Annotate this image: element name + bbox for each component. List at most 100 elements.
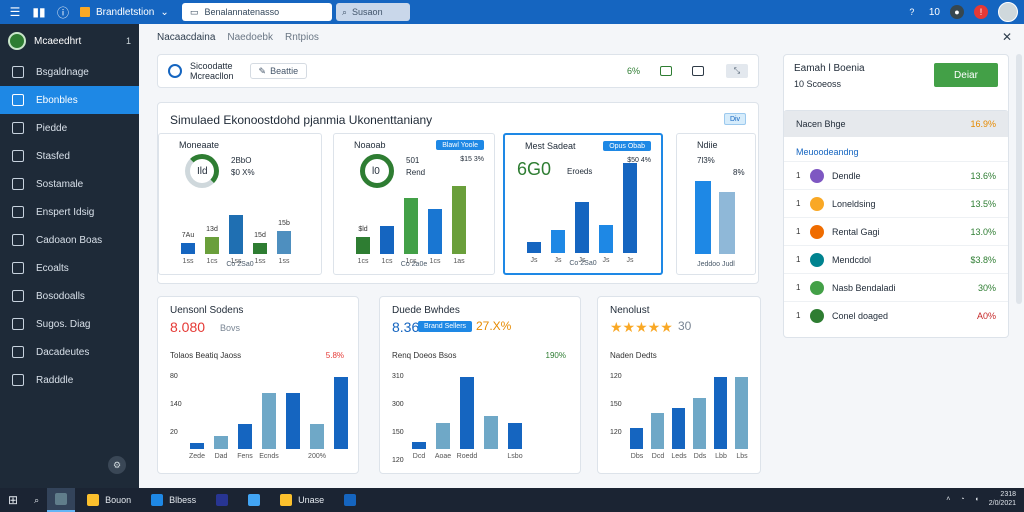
bar-category: Aoae bbox=[434, 453, 452, 460]
metric-chart-card: Duede Bwhdes 8.36 27.X% Brand Sellers Renq D… bbox=[379, 296, 581, 474]
bar-category: Js bbox=[530, 257, 538, 264]
bar-category: Lbb bbox=[715, 453, 727, 460]
sidebar-item[interactable]: Ebonbles bbox=[0, 86, 139, 114]
breadcrumb-item[interactable]: Nacaacdaina bbox=[157, 32, 216, 43]
taskbar-app[interactable] bbox=[240, 488, 268, 512]
notification-count[interactable]: 10 bbox=[928, 6, 940, 18]
panel-toggle-button[interactable]: Div bbox=[724, 113, 746, 125]
sidebar-item[interactable]: Bosodoalls bbox=[0, 282, 139, 310]
list-item[interactable]: 1 Rental Gagi 13.0% bbox=[784, 217, 1008, 245]
mini-footer: Co 2a0e bbox=[400, 261, 428, 268]
start-icon[interactable]: ⊞ bbox=[8, 493, 19, 507]
sidebar-item[interactable]: Bsgaldnage bbox=[0, 58, 139, 86]
sidebar-header[interactable]: Mcaeedhrt 1 bbox=[0, 24, 139, 58]
app-icon bbox=[248, 494, 261, 506]
sidebar-item[interactable]: Cadoaon Boas bbox=[0, 226, 139, 254]
expand-icon[interactable]: ⤡ bbox=[726, 64, 748, 78]
promo-button[interactable]: Deiar bbox=[934, 63, 998, 87]
list-item[interactable]: 1 Nasb Bendaladi 30% bbox=[784, 273, 1008, 301]
chart-bar bbox=[286, 393, 300, 449]
chevron-up-icon[interactable]: ˄ bbox=[946, 495, 951, 503]
sidebar-item[interactable]: Dacadeutes bbox=[0, 338, 139, 366]
taskbar-app[interactable]: Unase bbox=[272, 488, 332, 512]
metric-value: 7l3% bbox=[697, 156, 715, 165]
list-subtitle[interactable]: Meuoodeandng bbox=[796, 147, 859, 157]
taskbar-app[interactable] bbox=[47, 488, 76, 512]
settings-icon[interactable]: ⚙ bbox=[108, 456, 126, 474]
bar-label: $ld bbox=[358, 226, 368, 233]
search-button[interactable]: ⌕ Susaon bbox=[336, 3, 410, 21]
network-icon[interactable]: ◔ bbox=[960, 495, 965, 503]
toolbar-title-line1: Sicoodatte bbox=[190, 61, 233, 71]
bar-category: Js bbox=[626, 257, 634, 264]
chart-bar: 200% bbox=[308, 424, 326, 460]
volume-icon[interactable]: ◖ bbox=[974, 495, 979, 503]
camera-icon[interactable] bbox=[660, 66, 672, 76]
rank-number: 1 bbox=[796, 283, 801, 292]
taskbar-app-label: Unase bbox=[298, 495, 325, 505]
sidebar-item[interactable]: Sugos. Diag bbox=[0, 310, 139, 338]
taskbar-app[interactable]: Bouon bbox=[79, 488, 139, 512]
chart-icon[interactable]: ▮▮ bbox=[32, 5, 46, 19]
sidebar-item[interactable]: Sostamale bbox=[0, 170, 139, 198]
metric-value: 2BbO bbox=[231, 156, 252, 165]
search-input[interactable]: ▭ Benalannatenasso bbox=[182, 3, 332, 21]
taskbar-app[interactable]: Blbess bbox=[143, 488, 204, 512]
sidebar-item[interactable]: Enspert Idsig bbox=[0, 198, 139, 226]
metric-secondary: Rend bbox=[406, 168, 426, 177]
menu-icon[interactable]: ☰ bbox=[9, 5, 21, 19]
avatar[interactable] bbox=[998, 2, 1018, 22]
sidebar-item[interactable]: Radddle bbox=[0, 366, 139, 394]
info-icon[interactable]: ⓘ bbox=[56, 5, 69, 20]
help-icon[interactable]: ? bbox=[909, 7, 915, 17]
metric-secondary: $0 X% bbox=[231, 168, 255, 177]
bar-category: Dcd bbox=[412, 453, 426, 460]
breadcrumb-item[interactable]: Naedoebk bbox=[227, 32, 273, 43]
mini-badge[interactable]: Opus Obab bbox=[603, 141, 651, 151]
filter-chip[interactable]: ✎ Beattie bbox=[249, 63, 308, 79]
toolbar-card: Sicoodatte Mcreacllon ✎ Beattie 6% ⤡ bbox=[157, 54, 759, 88]
bar-group: Js Js Js Js Js bbox=[527, 163, 647, 264]
clock[interactable]: 2318 2/0/2021 bbox=[989, 490, 1016, 508]
bar-category: Dcd bbox=[651, 453, 665, 460]
chart-bar: 1cs bbox=[380, 226, 394, 265]
sidebar-item-label: Cadoaon Boas bbox=[36, 234, 103, 246]
mini-chart-card[interactable]: Mest Sadeat Opus Obab 6G0 Eroeds $50 4% Js Js J… bbox=[503, 133, 663, 275]
list-item[interactable]: 1 Conel doaged A0% bbox=[784, 301, 1008, 329]
taskbar-app[interactable] bbox=[208, 488, 236, 512]
mini-chart-card[interactable]: Moneaate Ild 2BbO $0 X% 7Au 1ss 13d 1cs 1ss 15d 1s… bbox=[158, 133, 322, 275]
chart-bar: Dcd bbox=[412, 442, 426, 460]
item-name: Loneldsing bbox=[832, 198, 876, 209]
search-icon[interactable]: ⌕ bbox=[34, 494, 40, 505]
sidebar-item[interactable]: Piedde bbox=[0, 114, 139, 142]
sidebar-item[interactable]: Stasfed bbox=[0, 142, 139, 170]
list-item[interactable]: 1 Mendcdol $3.8% bbox=[784, 245, 1008, 273]
chart-bar: Dbs bbox=[630, 428, 643, 460]
list-item[interactable]: 1 Dendle 13.6% bbox=[784, 161, 1008, 189]
user-icon[interactable]: ● bbox=[950, 5, 964, 19]
scrollbar[interactable] bbox=[1016, 54, 1022, 304]
taskbar-app-label: Bouon bbox=[105, 495, 132, 505]
taskbar-app[interactable] bbox=[336, 488, 364, 512]
sidebar-item-label: Ebonbles bbox=[36, 94, 78, 106]
chart-bar bbox=[719, 192, 735, 254]
axis-tick-label: 300 bbox=[392, 401, 404, 408]
close-icon[interactable]: ✕ bbox=[1001, 30, 1012, 44]
sidebar-item[interactable]: Ecoalts bbox=[0, 254, 139, 282]
app-switcher[interactable]: Brandletstion ⌄ bbox=[80, 7, 169, 18]
mini-chart-card[interactable]: Ndiie 7l3% 8% Jeddoo Judl bbox=[676, 133, 756, 275]
sidebar-item-label: Sostamale bbox=[36, 178, 84, 190]
screen-icon[interactable] bbox=[692, 66, 704, 76]
item-name: Conel doaged bbox=[832, 310, 889, 321]
alert-icon[interactable]: ! bbox=[974, 5, 988, 19]
bar-category: 1ss bbox=[182, 258, 194, 265]
card-title: Nenolust bbox=[610, 305, 650, 316]
list-item[interactable]: 1 Loneldsing 13.5% bbox=[784, 189, 1008, 217]
item-value: A0% bbox=[976, 310, 996, 321]
breadcrumb-item[interactable]: Rntpios bbox=[284, 32, 319, 43]
card-badge[interactable]: Brand Sellers bbox=[418, 321, 473, 332]
chart-bar: Js bbox=[551, 230, 565, 264]
mini-badge[interactable]: Blawl Yoole bbox=[436, 140, 484, 150]
mini-title: Moneaate bbox=[179, 140, 220, 150]
mini-chart-card[interactable]: Noaoab Blawl Yoole l0 501 Rend $15 3% $ld 1cs 1c… bbox=[333, 133, 495, 275]
